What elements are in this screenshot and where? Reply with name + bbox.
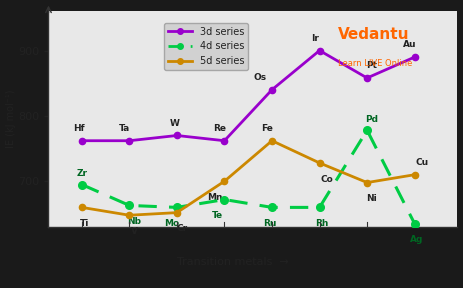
Text: Ir: Ir [311,34,319,43]
Text: Cr: Cr [176,224,187,233]
Text: Vedantu: Vedantu [338,27,409,42]
Text: W: W [169,119,180,128]
Text: Te: Te [212,211,223,220]
Text: Ni: Ni [367,194,377,203]
Text: Fe: Fe [261,124,273,133]
Text: Ti: Ti [80,219,89,228]
Text: Learn LIVE Online: Learn LIVE Online [338,59,413,68]
Text: Mo: Mo [164,219,180,228]
Text: Transition metals  →: Transition metals → [177,257,288,267]
Legend: 3d series, 4d series, 5d series: 3d series, 4d series, 5d series [164,23,248,70]
Text: Cu: Cu [415,158,428,167]
Text: Os: Os [254,73,267,82]
Text: Zr: Zr [76,169,87,178]
Text: Rh: Rh [315,219,329,228]
Text: Re: Re [213,124,226,133]
Text: Co: Co [320,175,333,184]
Text: Nb: Nb [127,217,141,226]
Text: Ta: Ta [119,124,130,133]
Text: Ag: Ag [410,236,424,245]
Text: Au: Au [403,40,417,49]
Text: Hf: Hf [74,124,85,133]
Text: Ru: Ru [263,219,276,228]
Text: Pt: Pt [366,61,377,70]
Text: Pd: Pd [365,115,378,124]
Text: Mn: Mn [207,193,223,202]
Y-axis label: IE (kJ mol⁻¹): IE (kJ mol⁻¹) [6,90,16,148]
Text: V: V [131,227,138,236]
